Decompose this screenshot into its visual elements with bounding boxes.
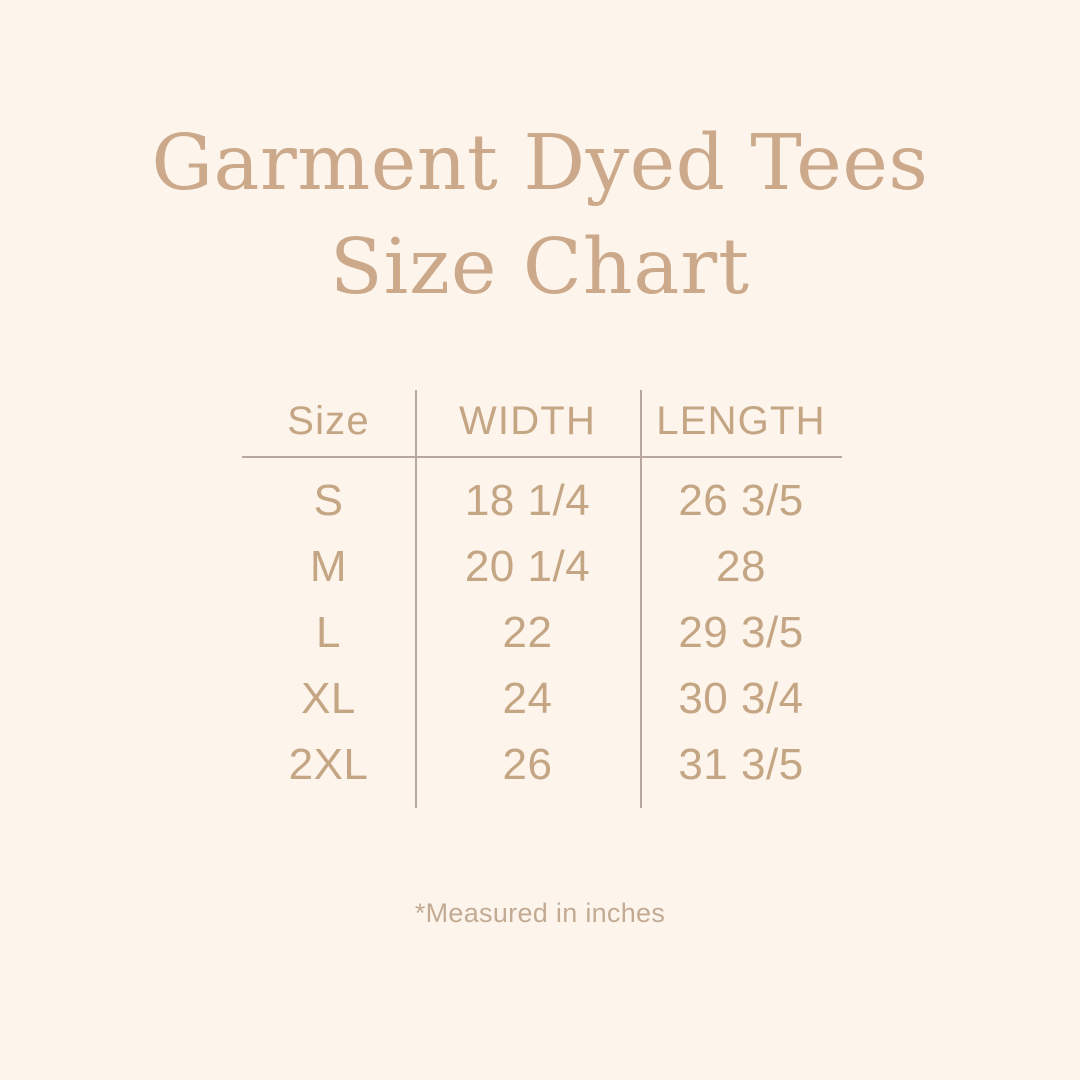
table-row: L 22 29 3/5	[242, 600, 842, 666]
cell-width: 20 1/4	[464, 542, 591, 591]
cell-width: 26	[502, 740, 553, 789]
table-header-row: Size WIDTH LENGTH	[242, 386, 842, 456]
cell-size: 2XL	[288, 740, 369, 789]
size-chart-table-wrap: Size WIDTH LENGTH S 18 1/4 26 3/5 M 20 1…	[242, 386, 842, 811]
header-divider-rule	[242, 456, 842, 458]
page-title: Garment Dyed Tees Size Chart	[0, 112, 1080, 320]
table-row: M 20 1/4 28	[242, 534, 842, 600]
column-header-width: WIDTH	[458, 399, 597, 443]
cell-width: 24	[502, 674, 553, 723]
cell-size: XL	[301, 674, 356, 723]
cell-width: 18 1/4	[464, 476, 591, 525]
cell-length: 30 3/4	[678, 674, 804, 723]
cell-length: 28	[716, 542, 766, 591]
cell-length: 31 3/5	[678, 740, 804, 789]
column-header-size: Size	[287, 399, 370, 443]
cell-size: M	[309, 542, 348, 591]
table-row: S 18 1/4 26 3/5	[242, 456, 842, 534]
cell-width: 22	[502, 608, 553, 657]
cell-size: S	[313, 476, 344, 525]
table-row: 2XL 26 31 3/5	[242, 732, 842, 798]
cell-size: L	[316, 608, 341, 657]
column-header-length: LENGTH	[656, 399, 826, 443]
cell-length: 29 3/5	[678, 608, 804, 657]
title-line-secondary: Size Chart	[329, 223, 751, 312]
column-divider-rule-left	[415, 390, 417, 808]
size-chart-table: Size WIDTH LENGTH S 18 1/4 26 3/5 M 20 1…	[242, 386, 842, 798]
measurement-footnote: *Measured in inches	[414, 898, 666, 928]
table-row: XL 24 30 3/4	[242, 666, 842, 732]
column-divider-rule-right	[640, 390, 642, 808]
title-line-primary: Garment Dyed Tees	[151, 119, 929, 208]
cell-length: 26 3/5	[678, 476, 804, 525]
